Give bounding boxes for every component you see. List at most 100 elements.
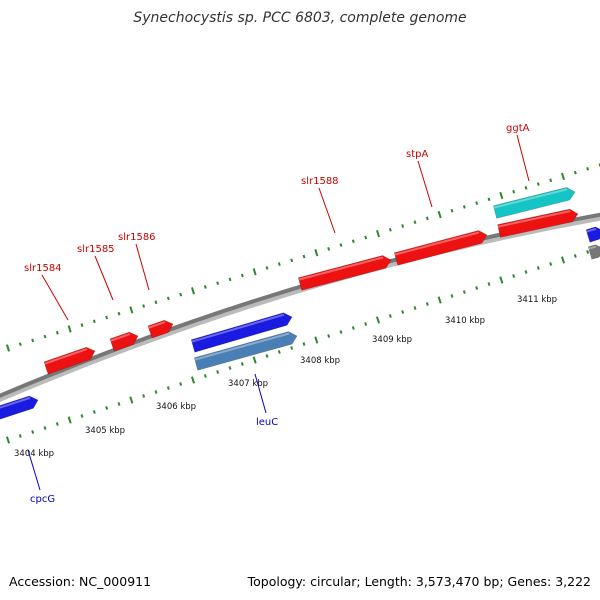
upper-tick xyxy=(351,239,355,244)
lower-tick xyxy=(5,436,11,444)
leader-cpcG xyxy=(27,449,41,491)
gene-label-slr1584[interactable]: slr1584 xyxy=(24,263,62,274)
leader-ggtA xyxy=(516,134,530,182)
gene-label-slr1586[interactable]: slr1586 xyxy=(118,232,156,243)
upper-tick xyxy=(216,281,220,286)
gene-label-stpA[interactable]: stpA xyxy=(406,149,428,160)
lower-tick xyxy=(80,414,84,418)
gene-arrow-cpcG[interactable] xyxy=(0,395,39,420)
lower-tick xyxy=(536,266,540,270)
lower-tick xyxy=(55,422,59,426)
upper-tick xyxy=(18,342,22,347)
kbp-label: 3408 kbp xyxy=(300,356,340,366)
lower-tick xyxy=(252,356,257,364)
lower-tick xyxy=(401,310,405,314)
lower-tick xyxy=(117,402,121,406)
gene-arrow-slr1585[interactable] xyxy=(109,331,139,352)
upper-tick xyxy=(487,197,491,202)
gene-arrow-leuC[interactable] xyxy=(190,312,293,353)
upper-tick xyxy=(43,334,47,339)
upper-tick xyxy=(462,205,466,209)
upper-tick xyxy=(302,254,306,259)
lower-tick xyxy=(240,362,244,366)
upper-tick xyxy=(376,229,380,238)
kbp-labels: 3404 kbp 3405 kbp 3406 kbp 3407 kbp 3408 kbp… xyxy=(14,295,557,459)
lower-tick xyxy=(43,426,47,430)
upper-tick xyxy=(536,182,540,186)
lower-tick xyxy=(560,256,566,264)
kbp-label: 3407 kbp xyxy=(228,379,268,389)
lower-tick xyxy=(364,322,368,326)
gene-arrow-slr1588[interactable] xyxy=(297,255,392,291)
lower-tick xyxy=(524,270,528,274)
kbp-label: 3404 kbp xyxy=(14,449,54,459)
upper-tick xyxy=(413,220,417,225)
lower-tick-track xyxy=(5,246,600,444)
lower-tick xyxy=(290,346,294,350)
gene-arrow-ggtA-cyan[interactable] xyxy=(493,187,576,219)
lower-tick xyxy=(129,396,134,404)
gene-arrow-slr1588-highlight xyxy=(298,256,384,281)
gene-arrow-slr1584[interactable] xyxy=(43,346,96,375)
gene-arrow-stpA[interactable] xyxy=(393,230,488,266)
gene-arrow-slr1584-highlight xyxy=(44,348,88,365)
lower-tick xyxy=(31,430,35,434)
upper-tick xyxy=(179,292,183,297)
gene-track xyxy=(0,187,600,420)
gene-arrow-ggtA-cyan-highlight xyxy=(493,188,568,209)
gene-label-leuC[interactable]: leuC xyxy=(256,417,278,428)
gene-arrow-slr1586[interactable] xyxy=(147,319,174,339)
upper-tick xyxy=(240,273,244,278)
accession-text: Accession: NC_000911 xyxy=(9,574,152,589)
lower-tick xyxy=(265,354,269,358)
gene-label-slr1588[interactable]: slr1588 xyxy=(301,176,339,187)
upper-tick xyxy=(203,285,207,289)
lower-tick xyxy=(425,302,429,306)
backbone-shadow xyxy=(0,214,600,403)
upper-tick xyxy=(586,166,590,171)
upper-tick xyxy=(142,304,146,308)
upper-tick xyxy=(290,258,294,263)
gene-label-slr1585[interactable]: slr1585 xyxy=(77,244,115,255)
lower-tick xyxy=(413,306,417,310)
gene-arrow-leuC-steel-highlight xyxy=(194,332,290,361)
upper-tick xyxy=(549,178,553,183)
lower-tick xyxy=(499,276,504,284)
upper-tick xyxy=(339,243,343,247)
upper-tick xyxy=(512,189,516,194)
lower-tick xyxy=(216,370,220,374)
genome-summary-text: Topology: circular; Length: 3,573,470 bp… xyxy=(247,574,591,589)
lower-tick xyxy=(512,274,516,278)
upper-tick xyxy=(55,330,59,335)
leader-stpA xyxy=(417,160,433,208)
label-leaders xyxy=(27,134,530,491)
upper-tick xyxy=(573,170,577,175)
lower-tick xyxy=(549,262,553,266)
lower-tick xyxy=(487,282,491,286)
leader-slr1585 xyxy=(94,255,114,301)
lower-tick xyxy=(203,374,207,378)
upper-tick xyxy=(228,277,232,282)
lower-tick xyxy=(190,376,196,384)
upper-tick xyxy=(129,306,134,314)
lower-tick xyxy=(18,434,22,438)
gene-arrow-ggtA[interactable] xyxy=(497,208,579,238)
lower-tick xyxy=(179,382,183,386)
lower-tick xyxy=(154,390,158,394)
upper-tick xyxy=(437,210,442,219)
lower-tick xyxy=(388,314,392,318)
gene-arrow-leuC-steel[interactable] xyxy=(193,331,298,371)
gene-label-cpcG[interactable]: cpcG xyxy=(30,494,55,505)
gene-label-ggtA[interactable]: ggtA xyxy=(506,123,530,134)
gene-arrow-cpcG-highlight xyxy=(0,396,31,409)
gene-arrow-slr1585-highlight xyxy=(110,333,131,342)
lower-tick xyxy=(228,366,232,370)
lower-tick xyxy=(573,254,577,258)
genome-title: Synechocystis sp. PCC 6803, complete gen… xyxy=(133,10,467,26)
upper-tick xyxy=(252,268,257,276)
lower-tick xyxy=(302,342,306,346)
upper-tick xyxy=(277,262,281,266)
upper-tick xyxy=(92,319,96,324)
